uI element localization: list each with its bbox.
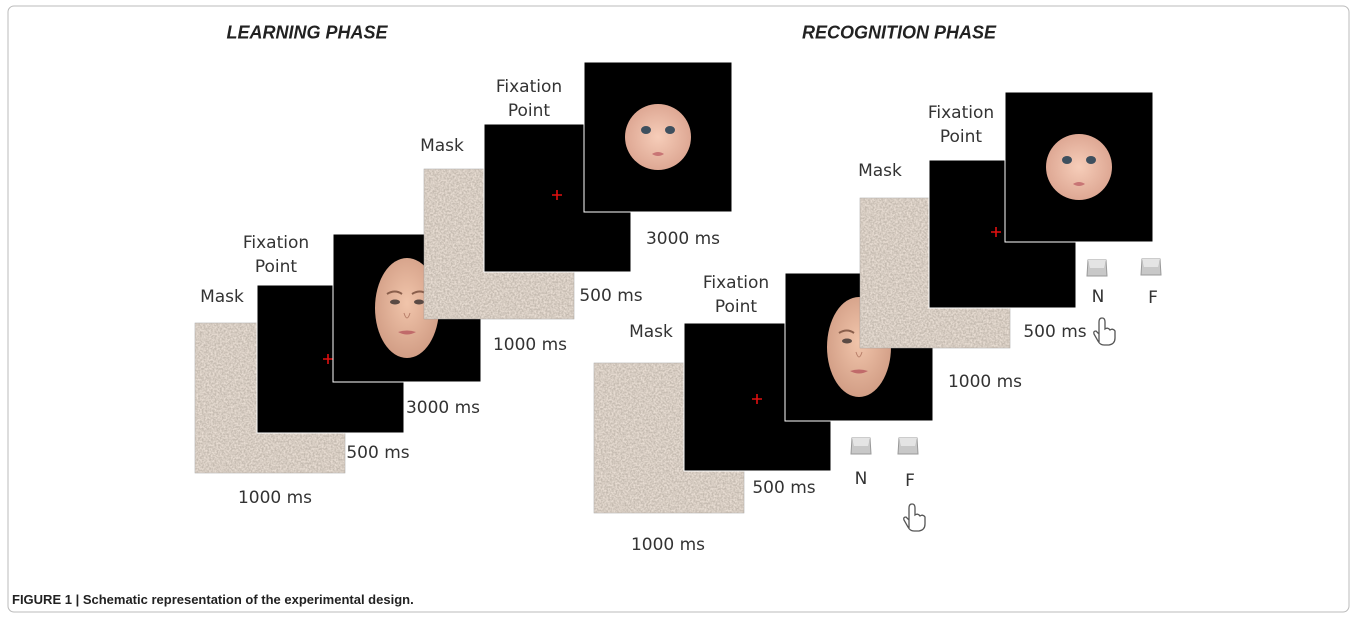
duration-label: 1000 ms (237, 488, 313, 508)
key-label: F (905, 471, 915, 491)
figure-caption: FIGURE 1 | Schematic representation of t… (12, 592, 414, 607)
fixation-label: Fixation Point (495, 77, 563, 121)
key-icon (1086, 259, 1108, 277)
fixation-label: Fixation Point (242, 233, 310, 277)
fixation-label: Fixation Point (927, 103, 995, 147)
duration-label: 3000 ms (405, 398, 481, 418)
face-screen (1004, 91, 1154, 243)
fixation-label: Fixation Point (702, 273, 770, 317)
mask-label: Mask (420, 136, 464, 156)
key-label: N (854, 469, 868, 489)
phase-title: RECOGNITION PHASE (801, 22, 997, 43)
duration-label: 3000 ms (645, 229, 721, 249)
duration-label: 500 ms (346, 443, 410, 463)
duration-label: 1000 ms (947, 372, 1023, 392)
mask-label: Mask (200, 287, 244, 307)
hand-icon (903, 503, 926, 532)
face-screen (583, 61, 733, 213)
key-icon (1140, 258, 1162, 276)
key-icon (897, 437, 919, 455)
duration-label: 1000 ms (630, 535, 706, 555)
duration-label: 500 ms (579, 286, 643, 306)
duration-label: 500 ms (1023, 322, 1087, 342)
mask-label: Mask (629, 322, 673, 342)
duration-label: 500 ms (752, 478, 816, 498)
mask-label: Mask (858, 161, 902, 181)
hand-icon (1093, 317, 1116, 346)
key-label: N (1091, 287, 1105, 307)
frame (7, 5, 1350, 613)
duration-label: 1000 ms (492, 335, 568, 355)
key-icon (850, 437, 872, 455)
key-label: F (1148, 288, 1158, 308)
phase-title: LEARNING PHASE (226, 22, 388, 43)
